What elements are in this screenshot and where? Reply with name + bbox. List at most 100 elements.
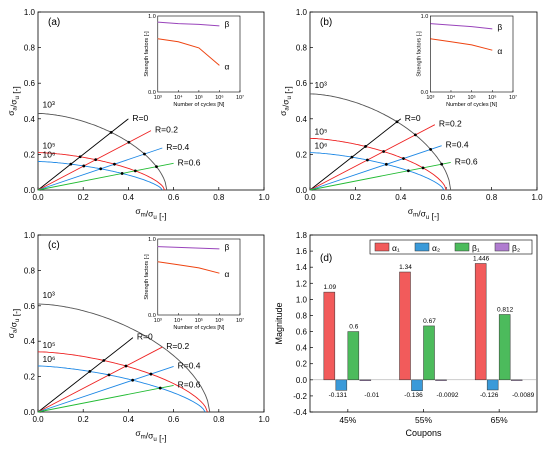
- legend-swatch: [454, 242, 470, 252]
- ratio-line-label: R=0.4: [446, 140, 469, 150]
- y-tick-label: 0.8: [296, 311, 308, 320]
- bar: [399, 271, 411, 381]
- cld-curve-label: 10⁶: [315, 141, 328, 151]
- cld-curve-label: 10⁵: [315, 126, 328, 136]
- intersection-point: [402, 157, 405, 160]
- y-tick-label: 0.4: [296, 115, 308, 124]
- inset-series-line: [157, 21, 220, 27]
- x-tick-label: 55%: [415, 415, 432, 425]
- y-tick-label: 1.0: [296, 8, 308, 17]
- cld-curve-label: 10³: [315, 80, 327, 90]
- y-tick-label: 1.0: [24, 8, 36, 17]
- inset-frame: [430, 15, 514, 93]
- cld-curve-label: 10⁵: [43, 141, 56, 151]
- inset-x-tick-label: 10⁴: [174, 317, 183, 324]
- x-tick-label: 0.2: [78, 193, 90, 202]
- y-tick-label: 0.8: [296, 44, 308, 53]
- panel-label: (a): [48, 17, 60, 28]
- bar: [423, 325, 435, 381]
- y-tick-label: 0.0: [24, 186, 36, 195]
- intersection-point: [88, 370, 92, 373]
- inset-y-label: Strength factors [-]: [144, 31, 150, 77]
- y-tick-label: 0.6: [24, 302, 36, 311]
- bar-value-label: -0.0092: [436, 392, 458, 399]
- y-tick-label: 0.0: [296, 376, 308, 385]
- intersection-point: [78, 155, 82, 159]
- ratio-line: [309, 161, 451, 191]
- bar-value-label: 1.09: [324, 284, 337, 291]
- cld-curve-label: 10⁵: [43, 340, 56, 350]
- legend-entry: α₂: [432, 243, 440, 253]
- intersection-point: [82, 164, 86, 168]
- intersection-point: [395, 120, 399, 124]
- ratio-line: [309, 124, 436, 191]
- ratio-line-label: R=0: [137, 332, 153, 342]
- bar: [359, 379, 372, 381]
- inset-y-label: Strength factors [-]: [144, 254, 150, 300]
- x-tick-label: 0.4: [123, 415, 135, 424]
- inset-x-tick-label: 10³: [426, 95, 434, 101]
- intersection-point: [149, 372, 153, 376]
- ratio-line-label: R=0.4: [178, 360, 201, 370]
- inset-series-label: α: [224, 269, 229, 279]
- y-tick-label: 1.0: [296, 295, 308, 304]
- intersection-point: [124, 364, 128, 368]
- intersection-point: [350, 155, 354, 159]
- intersection-point: [429, 148, 433, 151]
- x-tick-label: 0.0: [32, 415, 44, 424]
- cld-curve: [38, 365, 206, 413]
- y-tick-label: 0.8: [24, 44, 36, 53]
- bar: [323, 291, 336, 381]
- ratio-line-label: R=0.4: [166, 142, 189, 152]
- inset-y-tick-label: 0.0: [148, 313, 156, 319]
- bar-value-label: 1.446: [473, 255, 490, 262]
- ratio-line-label: R=0.2: [155, 125, 178, 135]
- bar: [498, 314, 511, 381]
- y-axis-label: Magnitude: [274, 302, 284, 344]
- y-tick-label: 0.6: [296, 79, 308, 88]
- x-tick-label: 1.0: [531, 193, 543, 202]
- intersection-point: [120, 172, 124, 175]
- x-axis-label: σm/σu [-]: [135, 206, 166, 221]
- x-axis-label: σm/σu [-]: [135, 428, 166, 443]
- x-axis-label: σm/σu [-]: [408, 206, 439, 221]
- intersection-point: [127, 140, 131, 144]
- y-axis-label: σa/σu [-]: [6, 309, 21, 339]
- x-tick-label: 45%: [339, 415, 356, 425]
- intersection-point: [440, 162, 444, 166]
- x-tick-label: 65%: [491, 415, 508, 425]
- x-tick-label: 1.0: [258, 193, 270, 202]
- ratio-line: [37, 385, 174, 413]
- inset-y-label: Strength factors [-]: [416, 31, 422, 77]
- plot-frame: [37, 11, 265, 191]
- legend-entry: β₂: [512, 243, 520, 253]
- intersection-point: [382, 150, 386, 153]
- inset-y-tick-label: 1.0: [148, 14, 156, 20]
- legend-frame: [369, 239, 533, 255]
- inset-y-tick-label: 1.0: [148, 237, 156, 243]
- intersection-point: [109, 130, 113, 134]
- x-axis-label: Coupons: [405, 428, 442, 438]
- intersection-point: [133, 169, 137, 173]
- y-tick-label: 0.6: [24, 79, 36, 88]
- x-tick-label: 0.8: [213, 415, 225, 424]
- cld-curve: [37, 303, 211, 413]
- y-tick-label: 0.0: [24, 408, 36, 417]
- inset: 10³ 10⁴ 10⁵ 10⁶ 10⁷ 0.0 1.0 Number of cycles [N…: [144, 237, 244, 331]
- ratio-line-label: R=0.6: [178, 379, 201, 389]
- cld-curve-label: 10³: [43, 99, 55, 109]
- inset-series-line: [430, 23, 493, 30]
- bar-panel: -0.4 -0.2 0.0 0.2 0.4 0.6 0.8 1.0 1.2 1.4 1.6 1.8 Ma…: [274, 231, 538, 438]
- intersection-point: [384, 162, 388, 166]
- inset: 10³ 10⁴ 10⁵ 10⁶ 10⁷ 0.0 1.0 Number of cycles [N…: [144, 14, 244, 108]
- x-tick-label: 1.0: [258, 415, 270, 424]
- inset-series-label: α: [224, 61, 229, 71]
- legend: α₁ α₂ β₁ β₂: [369, 239, 533, 255]
- y-tick-label: 0.4: [24, 115, 36, 124]
- y-tick-label: 0.6: [296, 328, 308, 337]
- bar-value-label: 1.34: [399, 264, 412, 271]
- bar: [335, 379, 348, 391]
- y-tick-label: 0.0: [296, 186, 308, 195]
- bar-value-label: -0.126: [480, 392, 499, 399]
- inset-series-line: [157, 261, 220, 274]
